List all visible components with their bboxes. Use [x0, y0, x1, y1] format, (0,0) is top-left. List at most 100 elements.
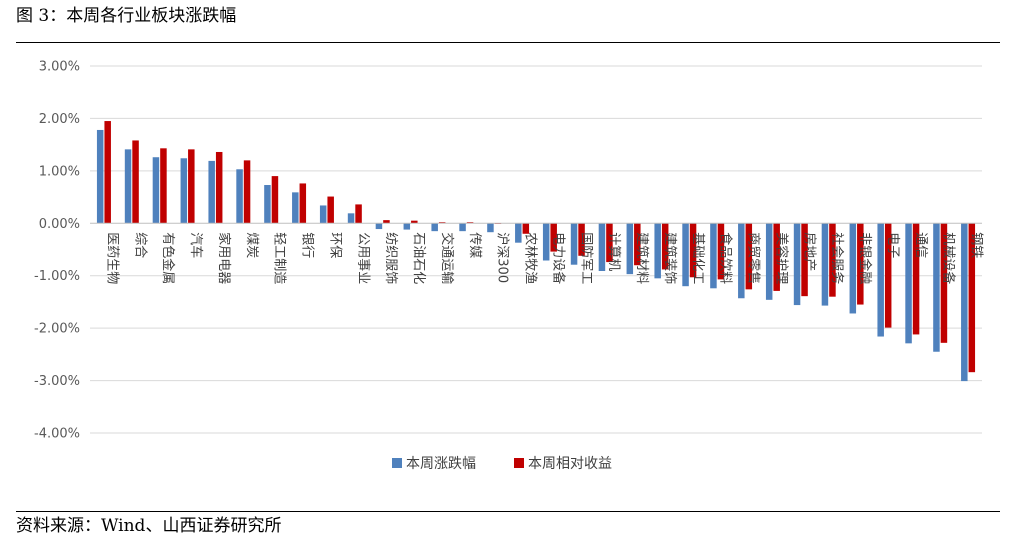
bar — [96, 129, 104, 224]
bar — [487, 223, 494, 233]
bar — [375, 223, 383, 230]
bar — [710, 223, 717, 289]
category-label: 轻工制造 — [272, 232, 287, 284]
bar — [884, 223, 892, 328]
bar-chart: 3.00% 2.00% 1.00% 0.00% -1.00% -2.00% -3.00% -4… — [34, 60, 984, 473]
bar — [634, 223, 641, 266]
category-label: 建筑材料 — [634, 232, 650, 284]
category-label: 有色金属 — [160, 232, 176, 284]
category-label: 美容护理 — [773, 232, 789, 284]
y-tick-label: -3.00% — [34, 374, 80, 389]
category-label: 食品饮料 — [718, 232, 734, 284]
bar — [208, 160, 215, 224]
top-rule — [16, 42, 1000, 43]
category-label: 汽车 — [188, 232, 204, 258]
bar — [411, 220, 418, 224]
bar — [188, 149, 195, 224]
bar — [292, 192, 299, 224]
category-label: 银行 — [300, 232, 315, 258]
category-label: 沪深300 — [495, 232, 511, 283]
bar — [857, 223, 864, 305]
bar — [968, 223, 976, 373]
bar — [738, 223, 745, 299]
bar — [829, 223, 836, 297]
category-label: 石油石化 — [411, 232, 426, 284]
category-label: 综合 — [132, 232, 147, 258]
y-tick-label: 0.00% — [39, 217, 80, 232]
bar — [160, 148, 167, 224]
bar — [912, 223, 920, 335]
bar — [124, 149, 132, 224]
bar — [236, 169, 243, 224]
category-label: 传媒 — [467, 232, 482, 258]
bar — [905, 223, 912, 344]
y-tick-label: -4.00% — [34, 427, 80, 442]
category-label: 家用电器 — [216, 232, 232, 284]
bar — [654, 223, 661, 279]
y-axis-ticks: 3.00% 2.00% 1.00% 0.00% -1.00% -2.00% -3.00% -4… — [34, 60, 80, 442]
bar — [877, 223, 884, 337]
bar — [152, 157, 160, 224]
bar — [933, 223, 940, 352]
legend: 本周涨跌幅 本周相对收益 — [392, 456, 612, 472]
bar — [403, 223, 411, 230]
bar — [132, 140, 139, 224]
bar — [271, 176, 279, 224]
bar — [243, 160, 251, 224]
bar — [578, 223, 585, 256]
bar — [542, 223, 550, 261]
bars — [96, 121, 976, 382]
bar — [438, 222, 446, 224]
bar — [765, 223, 773, 300]
bar — [821, 223, 829, 306]
bar — [961, 223, 968, 382]
y-tick-label: 2.00% — [39, 112, 80, 127]
bar — [264, 185, 271, 224]
bar — [689, 223, 697, 278]
bar — [661, 223, 669, 270]
bar — [215, 151, 223, 224]
bar — [550, 223, 557, 252]
bar — [606, 223, 613, 263]
legend-swatch — [514, 458, 524, 468]
bar — [626, 223, 634, 275]
category-label: 商贸零售 — [746, 232, 762, 284]
category-label: 非银金融 — [857, 232, 873, 284]
category-label: 纺织服饰 — [383, 232, 398, 284]
bar — [793, 223, 801, 306]
bar — [299, 183, 307, 224]
category-label: 社会服务 — [829, 232, 845, 284]
category-label: 公用事业 — [355, 232, 370, 284]
bar — [459, 223, 466, 232]
category-label: 基础化工 — [690, 232, 705, 284]
category-label: 建筑装饰 — [662, 232, 678, 284]
bar — [940, 223, 948, 343]
category-label: 机械设备 — [941, 232, 957, 284]
figure-title: 图 3：本周各行业板块涨跌幅 — [16, 6, 237, 26]
bar — [682, 223, 689, 287]
category-label: 钢铁 — [969, 232, 984, 258]
category-label: 电力设备 — [550, 232, 566, 284]
category-label: 医药生物 — [104, 232, 119, 284]
bar — [801, 223, 808, 297]
category-label: 通信 — [913, 232, 928, 258]
source-note: 资料来源：Wind、山西证券研究所 — [16, 516, 282, 536]
category-label: 环保 — [327, 232, 342, 258]
bar — [431, 223, 438, 232]
bar — [849, 223, 857, 314]
bar — [745, 223, 753, 290]
bar — [180, 158, 188, 224]
category-label: 计算机 — [606, 232, 621, 271]
legend-swatch — [392, 458, 402, 468]
legend-label: 本周涨跌幅 — [406, 456, 476, 472]
category-labels: 医药生物 综合 有色金属 汽车 家用电器 煤炭 轻工制造 银行 环保 公用事业 纺织服饰 石油石化 交通… — [104, 232, 983, 284]
category-label: 煤炭 — [244, 232, 259, 258]
category-label: 房地产 — [801, 232, 817, 271]
bar — [515, 223, 522, 243]
category-label: 农林牧渔 — [523, 232, 538, 284]
bar — [319, 205, 327, 224]
bar — [570, 223, 578, 265]
bar — [773, 223, 780, 291]
bar — [355, 204, 362, 224]
bar — [522, 223, 530, 234]
